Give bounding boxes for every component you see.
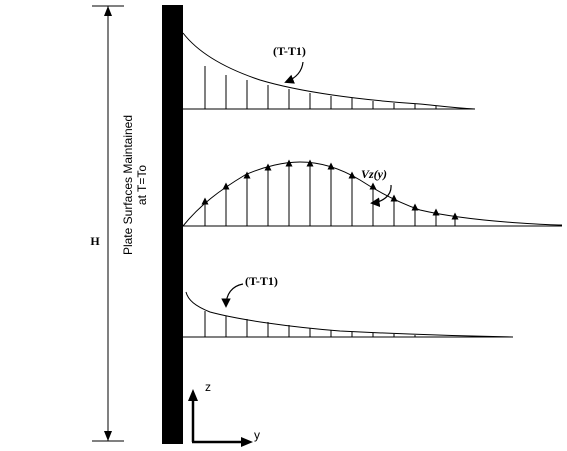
top-temperature-pointer (284, 61, 304, 84)
y-axis-arrowhead (241, 437, 253, 447)
top-profile-curve (182, 32, 476, 110)
height-arrow-top (104, 6, 112, 16)
top-temperature-profile: (T-T1) (182, 32, 476, 110)
z-axis-arrowhead (188, 389, 198, 401)
velocity-arrows (201, 159, 459, 226)
plate-caption-line1: Plate Surfaces Maintained (121, 115, 135, 255)
bottom-temperature-label: (T-T1) (245, 274, 278, 288)
top-profile-hatching (204, 66, 437, 109)
coordinate-axes: z y (188, 380, 260, 447)
bottom-profile-curve (185, 291, 514, 338)
vertical-plate (162, 5, 183, 444)
bottom-profile-hatching (204, 311, 416, 337)
velocity-pointer (370, 184, 392, 208)
velocity-label: Vz(y) (361, 167, 387, 181)
top-temperature-label: (T-T1) (273, 44, 306, 58)
y-axis-label: y (254, 428, 260, 442)
bottom-temperature-profile: (T-T1) (183, 274, 514, 338)
height-label: H (90, 234, 100, 248)
height-arrow-bottom (104, 431, 112, 441)
bottom-temperature-pointer (221, 283, 244, 308)
velocity-profile: Vz(y) (182, 159, 563, 227)
plate-caption-line2: at T=To (135, 165, 149, 205)
z-axis-label: z (205, 380, 211, 394)
height-dimension: H (88, 5, 124, 442)
